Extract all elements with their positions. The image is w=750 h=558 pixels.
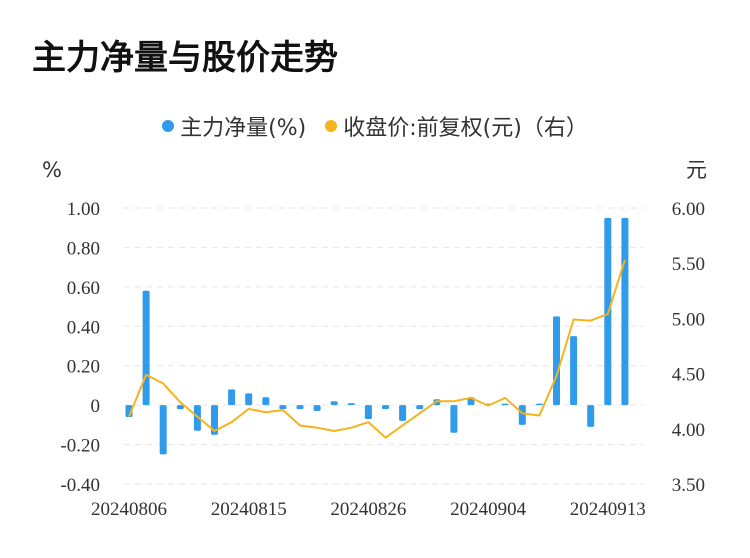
bar-main-net[interactable]: [553, 316, 560, 405]
left-tick-label: 1.00: [67, 199, 100, 220]
x-tick-label: 20240826: [330, 499, 406, 520]
x-tick-label: 20240806: [91, 499, 167, 520]
bar-main-net[interactable]: [143, 291, 150, 405]
bar-main-net[interactable]: [331, 401, 338, 405]
bar-main-net[interactable]: [536, 404, 543, 406]
left-axis-unit: %: [42, 158, 62, 182]
right-tick-label: 4.50: [672, 365, 705, 386]
bar-main-net[interactable]: [416, 405, 423, 409]
left-tick-label: -0.20: [60, 436, 100, 457]
bar-main-net[interactable]: [587, 405, 594, 427]
bar-main-net[interactable]: [245, 393, 252, 405]
bar-main-net[interactable]: [348, 403, 355, 405]
x-tick-label: 20240904: [450, 499, 527, 520]
bar-main-net[interactable]: [502, 404, 509, 406]
bar-main-net[interactable]: [365, 405, 372, 419]
x-tick-label: 20240815: [211, 499, 287, 520]
right-tick-label: 5.00: [672, 309, 705, 330]
left-tick-label: 0.20: [67, 357, 100, 378]
right-axis-unit: 元: [686, 158, 707, 182]
bar-main-net[interactable]: [621, 218, 628, 405]
right-tick-label: 6.00: [672, 199, 705, 220]
bar-main-net[interactable]: [450, 405, 457, 433]
right-tick-label: 4.00: [672, 420, 705, 441]
bar-main-net[interactable]: [228, 389, 235, 405]
bar-main-net[interactable]: [279, 405, 286, 409]
x-tick-label: 20240913: [570, 499, 646, 520]
bar-main-net[interactable]: [570, 336, 577, 405]
bar-main-net[interactable]: [382, 405, 389, 409]
left-tick-label: -0.40: [60, 475, 100, 496]
bar-main-net[interactable]: [262, 397, 269, 405]
left-tick-label: 0: [91, 396, 101, 417]
bar-main-net[interactable]: [519, 405, 526, 425]
bar-main-net[interactable]: [160, 405, 167, 454]
bar-main-net[interactable]: [314, 405, 321, 411]
bar-main-net[interactable]: [297, 405, 304, 409]
left-tick-label: 0.60: [67, 278, 100, 299]
left-tick-label: 0.80: [67, 238, 100, 259]
right-tick-label: 3.50: [672, 475, 705, 496]
bar-main-net[interactable]: [177, 405, 184, 409]
right-tick-label: 5.50: [672, 254, 705, 275]
bar-main-net[interactable]: [399, 405, 406, 421]
left-tick-label: 0.40: [67, 317, 100, 338]
